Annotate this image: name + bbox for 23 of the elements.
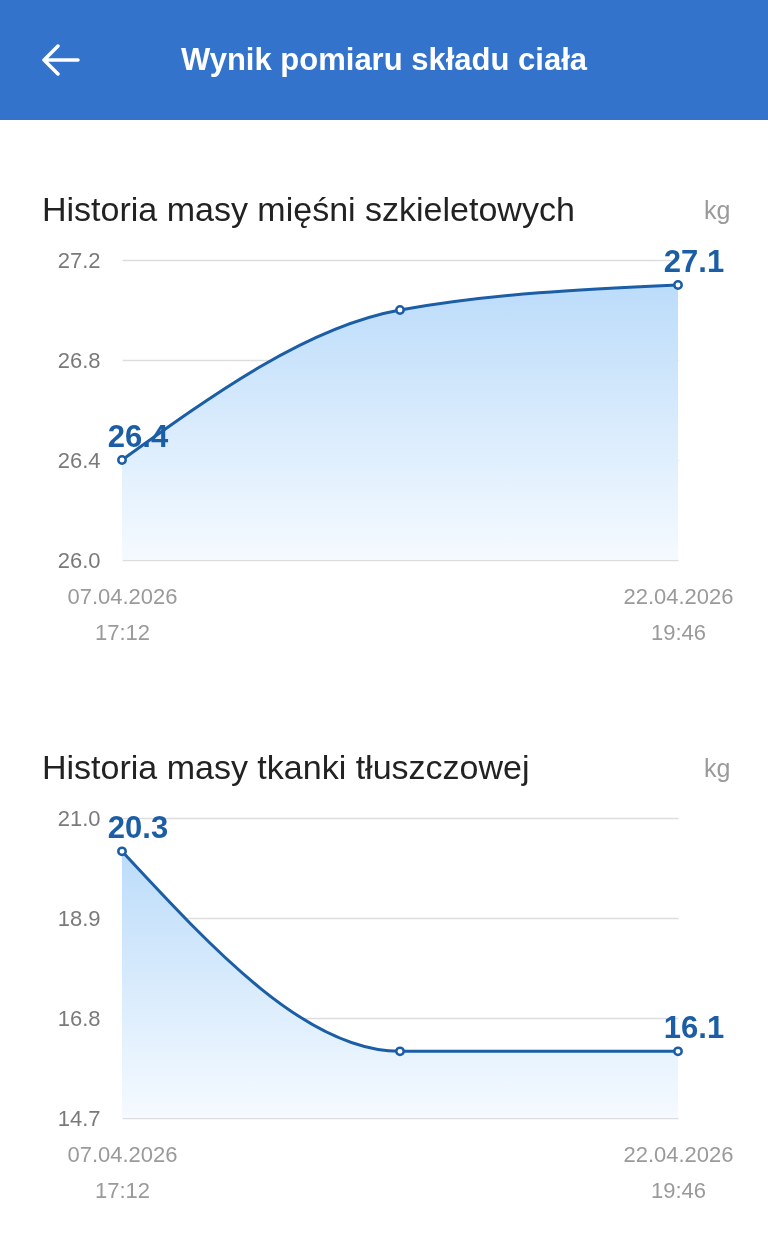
text: Wynik pomiaru składu ciała bbox=[180, 41, 589, 79]
y-tick-label: 14.7 bbox=[57, 1105, 101, 1131]
point bbox=[673, 280, 683, 290]
x-tick-label: 22.04.2026 19:46 bbox=[623, 583, 734, 645]
y-tick-label: 26.8 bbox=[57, 347, 101, 373]
point bbox=[117, 455, 127, 465]
y-tick-label: 26.4 bbox=[57, 447, 101, 473]
point bbox=[395, 305, 405, 315]
y-tick-label: 27.2 bbox=[57, 247, 101, 273]
y-axis-title: kg bbox=[704, 195, 731, 224]
y-tick-label: 18.9 bbox=[57, 905, 101, 931]
y-tick-label: 21.0 bbox=[57, 805, 101, 831]
chart-title: Historia masy mięśni szkieletowych bbox=[42, 190, 575, 228]
x-tick-label: 07.04.2026 17:12 bbox=[67, 1141, 178, 1203]
x-tick-label: 07.04.2026 17:12 bbox=[67, 583, 178, 645]
y-tick-label: 26.0 bbox=[57, 547, 101, 573]
y-tick-label: 16.8 bbox=[57, 1005, 101, 1031]
data-label: 20.3 bbox=[107, 810, 169, 846]
chart-title: Historia masy tkanki tłuszczowej bbox=[42, 748, 530, 786]
data-label: 16.1 bbox=[663, 1010, 725, 1046]
x-tick-label: 22.04.2026 19:46 bbox=[623, 1141, 734, 1203]
y-axis-title: kg bbox=[704, 753, 731, 782]
data-label: 27.1 bbox=[663, 244, 725, 279]
